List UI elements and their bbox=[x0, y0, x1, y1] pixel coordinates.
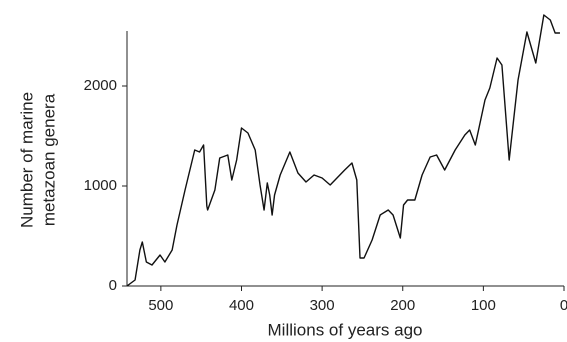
x-axis-title: Millions of years ago bbox=[268, 320, 423, 339]
x-tick-label: 100 bbox=[471, 297, 496, 314]
y-tick-label: 1000 bbox=[84, 177, 117, 194]
x-tick-label: 0 bbox=[560, 297, 567, 314]
y-tick-label: 2000 bbox=[84, 77, 117, 94]
y-tick-label: 0 bbox=[109, 277, 117, 294]
y-axis-title: metazoan genera bbox=[39, 93, 58, 226]
y-axis-title: Number of marine bbox=[17, 92, 36, 228]
x-tick-label: 400 bbox=[229, 297, 254, 314]
data-line bbox=[126, 14, 560, 287]
x-tick-label: 300 bbox=[310, 297, 335, 314]
x-tick-label: 200 bbox=[390, 297, 415, 314]
x-tick-label: 500 bbox=[148, 297, 173, 314]
